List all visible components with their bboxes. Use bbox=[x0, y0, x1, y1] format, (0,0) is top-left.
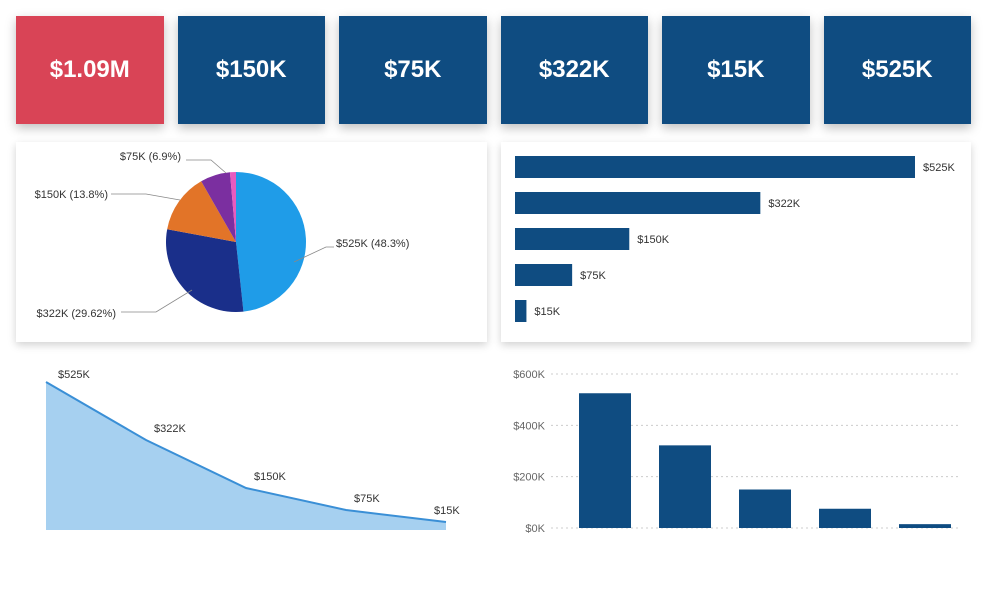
y-axis-label: $0K bbox=[525, 523, 545, 535]
charts-row-2: $525K $322K $150K $75K $15K $0K $200K $400K $60… bbox=[16, 360, 971, 550]
kpi-row: $1.09M $150K $75K $322K $15K $525K bbox=[16, 16, 971, 124]
vbar bbox=[819, 509, 871, 528]
vbar bbox=[739, 490, 791, 529]
pie-chart-card: $525K (48.3%) $322K (29.62%) $150K (13.8%)… bbox=[16, 142, 487, 342]
pie-slice bbox=[236, 172, 306, 312]
kpi-value: $322K bbox=[539, 56, 610, 84]
kpi-value: $525K bbox=[862, 56, 933, 84]
vbar-chart-card: $0K $200K $400K $600K bbox=[501, 360, 972, 550]
area-point-label: $150K bbox=[254, 471, 286, 483]
vbar-chart: $0K $200K $400K $600K bbox=[501, 360, 971, 550]
y-axis-label: $200K bbox=[513, 472, 545, 484]
pie-leader bbox=[111, 194, 180, 200]
area-point-label: $322K bbox=[154, 423, 186, 435]
vbar bbox=[579, 393, 631, 528]
kpi-card-5: $525K bbox=[824, 16, 972, 124]
hbar-label: $75K bbox=[580, 270, 606, 282]
kpi-card-3: $322K bbox=[501, 16, 649, 124]
kpi-value: $1.09M bbox=[50, 56, 130, 84]
hbar bbox=[515, 300, 526, 322]
hbar-label: $15K bbox=[534, 306, 560, 318]
pie-leader bbox=[186, 160, 226, 173]
pie-slice bbox=[166, 229, 243, 312]
pie-chart: $525K (48.3%) $322K (29.62%) $150K (13.8%)… bbox=[16, 142, 486, 342]
kpi-value: $150K bbox=[216, 56, 287, 84]
hbar-label: $525K bbox=[923, 162, 955, 174]
kpi-card-4: $15K bbox=[662, 16, 810, 124]
hbar-chart: $525K $322K $150K $75K $15K bbox=[501, 142, 971, 342]
hbar bbox=[515, 264, 572, 286]
pie-slice-label: $322K (29.62%) bbox=[37, 308, 117, 320]
area-chart-card: $525K $322K $150K $75K $15K bbox=[16, 360, 487, 550]
y-axis-label: $600K bbox=[513, 369, 545, 381]
pie-slice-label: $150K (13.8%) bbox=[35, 189, 108, 201]
pie-slice-label: $525K (48.3%) bbox=[336, 238, 409, 250]
kpi-value: $75K bbox=[384, 56, 441, 84]
area-point-label: $75K bbox=[354, 493, 380, 505]
hbar-label: $322K bbox=[768, 198, 800, 210]
hbar bbox=[515, 192, 760, 214]
vbar bbox=[899, 524, 951, 528]
kpi-card-2: $75K bbox=[339, 16, 487, 124]
pie-leader bbox=[121, 290, 192, 312]
charts-row-1: $525K (48.3%) $322K (29.62%) $150K (13.8%)… bbox=[16, 142, 971, 342]
hbar bbox=[515, 228, 629, 250]
area-point-label: $525K bbox=[58, 369, 90, 381]
vbar bbox=[659, 445, 711, 528]
pie-slice-label: $75K (6.9%) bbox=[120, 151, 181, 163]
hbar-label: $150K bbox=[637, 234, 669, 246]
hbar-chart-card: $525K $322K $150K $75K $15K bbox=[501, 142, 972, 342]
area-chart: $525K $322K $150K $75K $15K bbox=[16, 360, 486, 550]
kpi-card-total: $1.09M bbox=[16, 16, 164, 124]
kpi-value: $15K bbox=[707, 56, 764, 84]
area-fill bbox=[46, 382, 446, 530]
area-point-label: $15K bbox=[434, 505, 460, 517]
hbar bbox=[515, 156, 915, 178]
kpi-card-1: $150K bbox=[178, 16, 326, 124]
y-axis-label: $400K bbox=[513, 420, 545, 432]
